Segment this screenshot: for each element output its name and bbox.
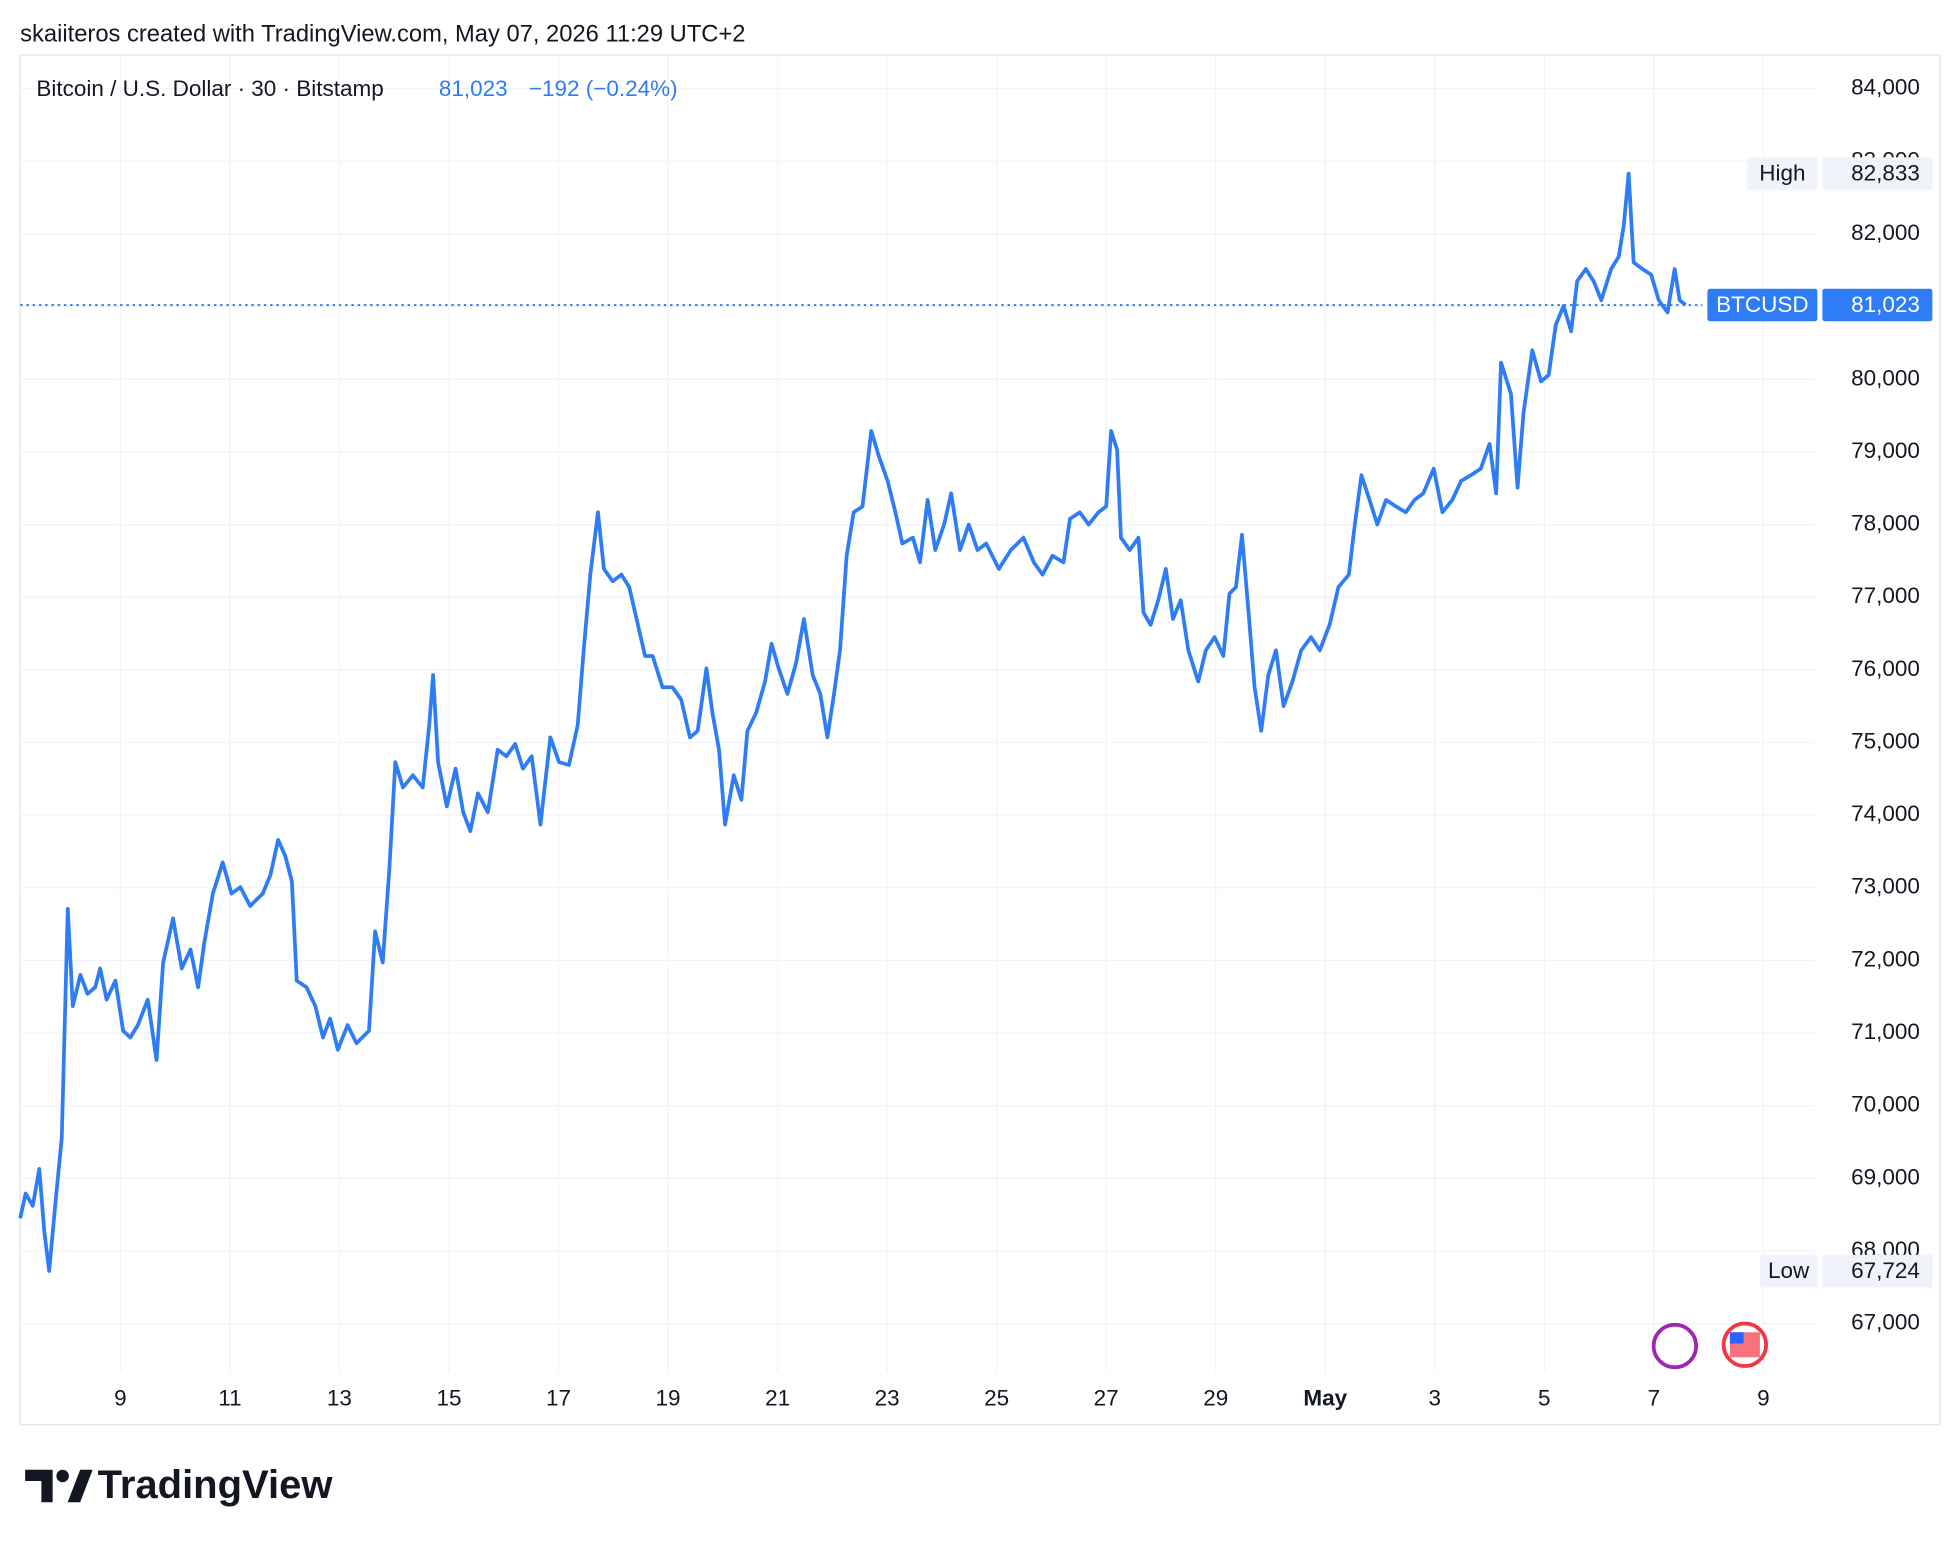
x-tick-label: 11 xyxy=(218,1386,241,1411)
low-value: 67,724 xyxy=(1851,1258,1920,1283)
low-value-badge xyxy=(1822,1254,1933,1288)
icons xyxy=(1651,1321,1768,1370)
logo-text: TradingView xyxy=(98,1463,334,1507)
y-tick-label: 78,000 xyxy=(1851,511,1920,536)
price-line xyxy=(18,171,1687,1273)
high-label-badge xyxy=(1747,157,1818,190)
y-tick-label: 84,000 xyxy=(1851,75,1920,100)
y-tick-label: 77,000 xyxy=(1851,583,1920,608)
y-tick-label: 79,000 xyxy=(1851,438,1920,463)
x-tick-label: May xyxy=(1303,1386,1347,1411)
y-tick-label: 73,000 xyxy=(1851,874,1920,899)
y-tick-label: 70,000 xyxy=(1851,1092,1920,1117)
symbol: Bitcoin / U.S. Dollar · 30 · Bitstamp xyxy=(36,76,383,101)
y-tick-label: 82,000 xyxy=(1851,220,1920,245)
chart-frame xyxy=(19,54,1941,1426)
last-price-label: 81,023 xyxy=(1851,292,1920,317)
y-tick-label: 74,000 xyxy=(1851,801,1920,826)
low-label-badge xyxy=(1759,1254,1818,1288)
x-tick-label: 5 xyxy=(1538,1386,1551,1411)
x-tick-label: 7 xyxy=(1648,1386,1661,1411)
low-label: Low xyxy=(1768,1258,1810,1283)
high-value: 82,833 xyxy=(1851,161,1920,186)
y-tick-label: 75,000 xyxy=(1851,728,1920,753)
series-name-badge xyxy=(1707,288,1818,322)
x-tick-label: 9 xyxy=(114,1386,127,1411)
x-tick-label: 27 xyxy=(1094,1386,1119,1411)
y-tick-label: 69,000 xyxy=(1851,1164,1920,1189)
x-tick-label: 19 xyxy=(656,1386,681,1411)
x-tick-label: 13 xyxy=(327,1386,352,1411)
y-tick-label: 71,000 xyxy=(1851,1019,1920,1044)
logo-mark xyxy=(25,1469,93,1503)
attribution: skaiiteros created with TradingView.com,… xyxy=(20,21,745,47)
y-tick-label: 80,000 xyxy=(1851,365,1920,390)
change: −192 (−0.24%) xyxy=(529,76,678,101)
y-tick-label: 76,000 xyxy=(1851,656,1920,681)
last-price: 81,023 xyxy=(439,76,508,101)
x-tick-label: 3 xyxy=(1429,1386,1442,1411)
x-tick-label: 21 xyxy=(765,1386,790,1411)
x-tick-label: 9 xyxy=(1757,1386,1770,1411)
x-tick-label: 23 xyxy=(875,1386,900,1411)
high-value-badge xyxy=(1822,157,1933,190)
x-tick-label: 25 xyxy=(984,1386,1009,1411)
y-tick-label: 72,000 xyxy=(1851,946,1920,971)
high-label: High xyxy=(1759,161,1805,186)
x-tick-label: 29 xyxy=(1203,1386,1228,1411)
last-price-badge xyxy=(1822,288,1933,322)
x-tick-label: 17 xyxy=(546,1386,571,1411)
x-tick-label: 15 xyxy=(436,1386,461,1411)
y-tick-label: 67,000 xyxy=(1851,1310,1920,1335)
series-name: BTCUSD xyxy=(1716,292,1808,317)
